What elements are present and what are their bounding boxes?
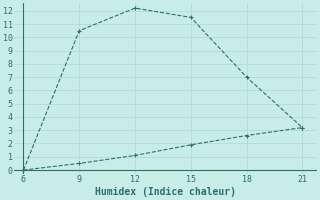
X-axis label: Humidex (Indice chaleur): Humidex (Indice chaleur) <box>95 187 236 197</box>
